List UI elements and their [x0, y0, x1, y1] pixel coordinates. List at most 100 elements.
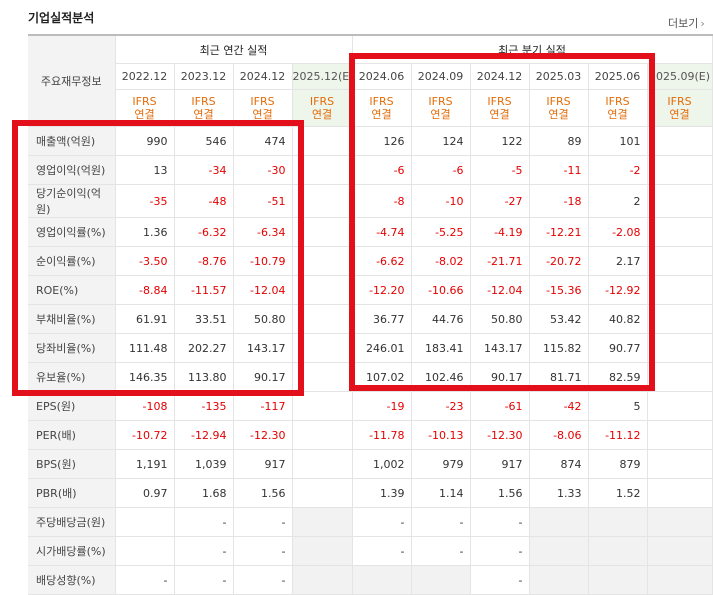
header-period-row: 2022.12 2023.12 2024.12 2025.12(E) 2024.06 20… [28, 63, 713, 90]
cell-quarter: 2 [587, 184, 648, 218]
cell-quarter: - [351, 507, 412, 537]
row-label: 당기순이익(억원) [28, 184, 116, 218]
section-title: 기업실적분석 [28, 11, 95, 25]
cell-quarter [646, 304, 713, 334]
period-annual: 2025.12(E) [291, 63, 354, 90]
cell-quarter: -5 [469, 155, 530, 185]
cell-quarter: - [469, 507, 530, 537]
cell-quarter: 5 [587, 391, 648, 421]
cell-quarter: -8.02 [410, 246, 471, 276]
table-row: PER(배) -10.72 -12.94 -12.30 -11.78 -10.13 -12.… [28, 420, 713, 450]
cell-annual: -48 [173, 184, 234, 218]
cell-annual [291, 536, 353, 566]
row-label: 유보율(%) [28, 362, 116, 392]
cell-quarter: -10 [410, 184, 471, 218]
cell-quarter: - [410, 536, 471, 566]
cell-annual: -10.79 [232, 246, 293, 276]
ifrs-line2: 연결 [607, 108, 628, 121]
cell-annual: - [173, 536, 234, 566]
cell-annual: 1.68 [173, 478, 234, 508]
cell-annual: -34 [173, 155, 234, 185]
ifrs-line1: IFRS [546, 95, 571, 108]
cell-quarter [646, 507, 713, 537]
more-link[interactable]: 더보기 › [668, 15, 705, 31]
ifrs-label: IFRS 연결 [528, 89, 589, 127]
row-label: 부채비율(%) [28, 304, 116, 334]
table-row: 시가배당률(%) - - - - - [28, 536, 713, 566]
cell-quarter: -11 [528, 155, 589, 185]
ifrs-line2: 연결 [134, 108, 155, 121]
cell-annual: - [173, 565, 234, 595]
cell-annual: 1.56 [232, 478, 293, 508]
cell-quarter: 879 [587, 449, 648, 479]
ifrs-line2: 연결 [371, 108, 392, 121]
table-row: 배당성향(%) - - - - [28, 565, 713, 595]
cell-annual [291, 420, 353, 450]
highlight-box-annual [12, 120, 304, 396]
cell-annual: 1.36 [114, 217, 175, 247]
highlight-box-quarterly [349, 53, 655, 391]
cell-quarter: -19 [351, 391, 412, 421]
cell-quarter [410, 565, 471, 595]
cell-annual: - [232, 565, 293, 595]
cell-quarter: 917 [469, 449, 530, 479]
row-header-label: 주요재무정보 [28, 34, 116, 127]
row-label: 배당성향(%) [28, 565, 116, 595]
ifrs-line2: 연결 [669, 108, 690, 121]
row-label: ROE(%) [28, 275, 116, 305]
cell-quarter: -4.19 [469, 217, 530, 247]
period-quarter: 2024.06 [351, 63, 412, 90]
cell-quarter: 89 [528, 126, 589, 156]
cell-quarter: 874 [528, 449, 589, 479]
cell-quarter [587, 507, 648, 537]
cell-quarter: -12.30 [469, 420, 530, 450]
cell-annual: 33.51 [173, 304, 234, 334]
table-row: BPS(원) 1,191 1,039 917 1,002 979 917 874 879 [28, 449, 713, 479]
ifrs-line2: 연결 [193, 108, 214, 121]
ifrs-label: IFRS 연결 [587, 89, 648, 127]
cell-annual: -30 [232, 155, 293, 185]
cell-quarter: 1.39 [351, 478, 412, 508]
cell-quarter: 40.82 [587, 304, 648, 334]
cell-annual: - [232, 536, 293, 566]
cell-annual: -6.32 [173, 217, 234, 247]
cell-quarter [646, 275, 713, 305]
ifrs-line2: 연결 [311, 108, 333, 121]
period-annual: 2022.12 [114, 63, 175, 90]
cell-quarter: -15.36 [528, 275, 589, 305]
cell-quarter: 1.56 [469, 478, 530, 508]
cell-quarter [528, 507, 589, 537]
cell-annual [291, 507, 353, 537]
cell-annual: 143.17 [232, 333, 293, 363]
cell-quarter: 2.17 [587, 246, 648, 276]
table-row: 순이익률(%) -3.50 -8.76 -10.79 -6.62 -8.02 -21.71-… [28, 246, 713, 276]
table-row: 유보율(%) 146.35 113.80 90.17 107.02 102.46 90.17… [28, 362, 713, 392]
cell-annual: - [114, 565, 175, 595]
cell-annual: 1,191 [114, 449, 175, 479]
cell-quarter: -12.21 [528, 217, 589, 247]
table-row: PBR(배) 0.97 1.68 1.56 1.39 1.14 1.56 1.33 1.52 [28, 478, 713, 508]
cell-annual [114, 536, 175, 566]
cell-annual [291, 449, 353, 479]
cell-quarter [646, 565, 713, 595]
cell-annual: -51 [232, 184, 293, 218]
more-label: 더보기 [668, 17, 699, 30]
cell-quarter: -10.13 [410, 420, 471, 450]
period-quarter: 2025.06 [587, 63, 648, 90]
cell-annual: -108 [114, 391, 175, 421]
cell-quarter: - [469, 536, 530, 566]
chevron-right-icon: › [700, 17, 705, 30]
ifrs-line2: 연결 [489, 108, 510, 121]
row-label: 시가배당률(%) [28, 536, 116, 566]
row-label: PER(배) [28, 420, 116, 450]
cell-quarter [646, 246, 713, 276]
cell-quarter: 115.82 [528, 333, 589, 363]
cell-quarter: 101 [587, 126, 648, 156]
cell-annual: 61.91 [114, 304, 175, 334]
row-label: 순이익률(%) [28, 246, 116, 276]
ifrs-line1: IFRS [250, 95, 275, 108]
cell-quarter: 36.77 [351, 304, 412, 334]
table-row: EPS(원) -108 -135 -117 -19 -23 -61 -42 5 [28, 391, 713, 421]
cell-annual: -11.57 [173, 275, 234, 305]
cell-quarter [351, 565, 412, 595]
